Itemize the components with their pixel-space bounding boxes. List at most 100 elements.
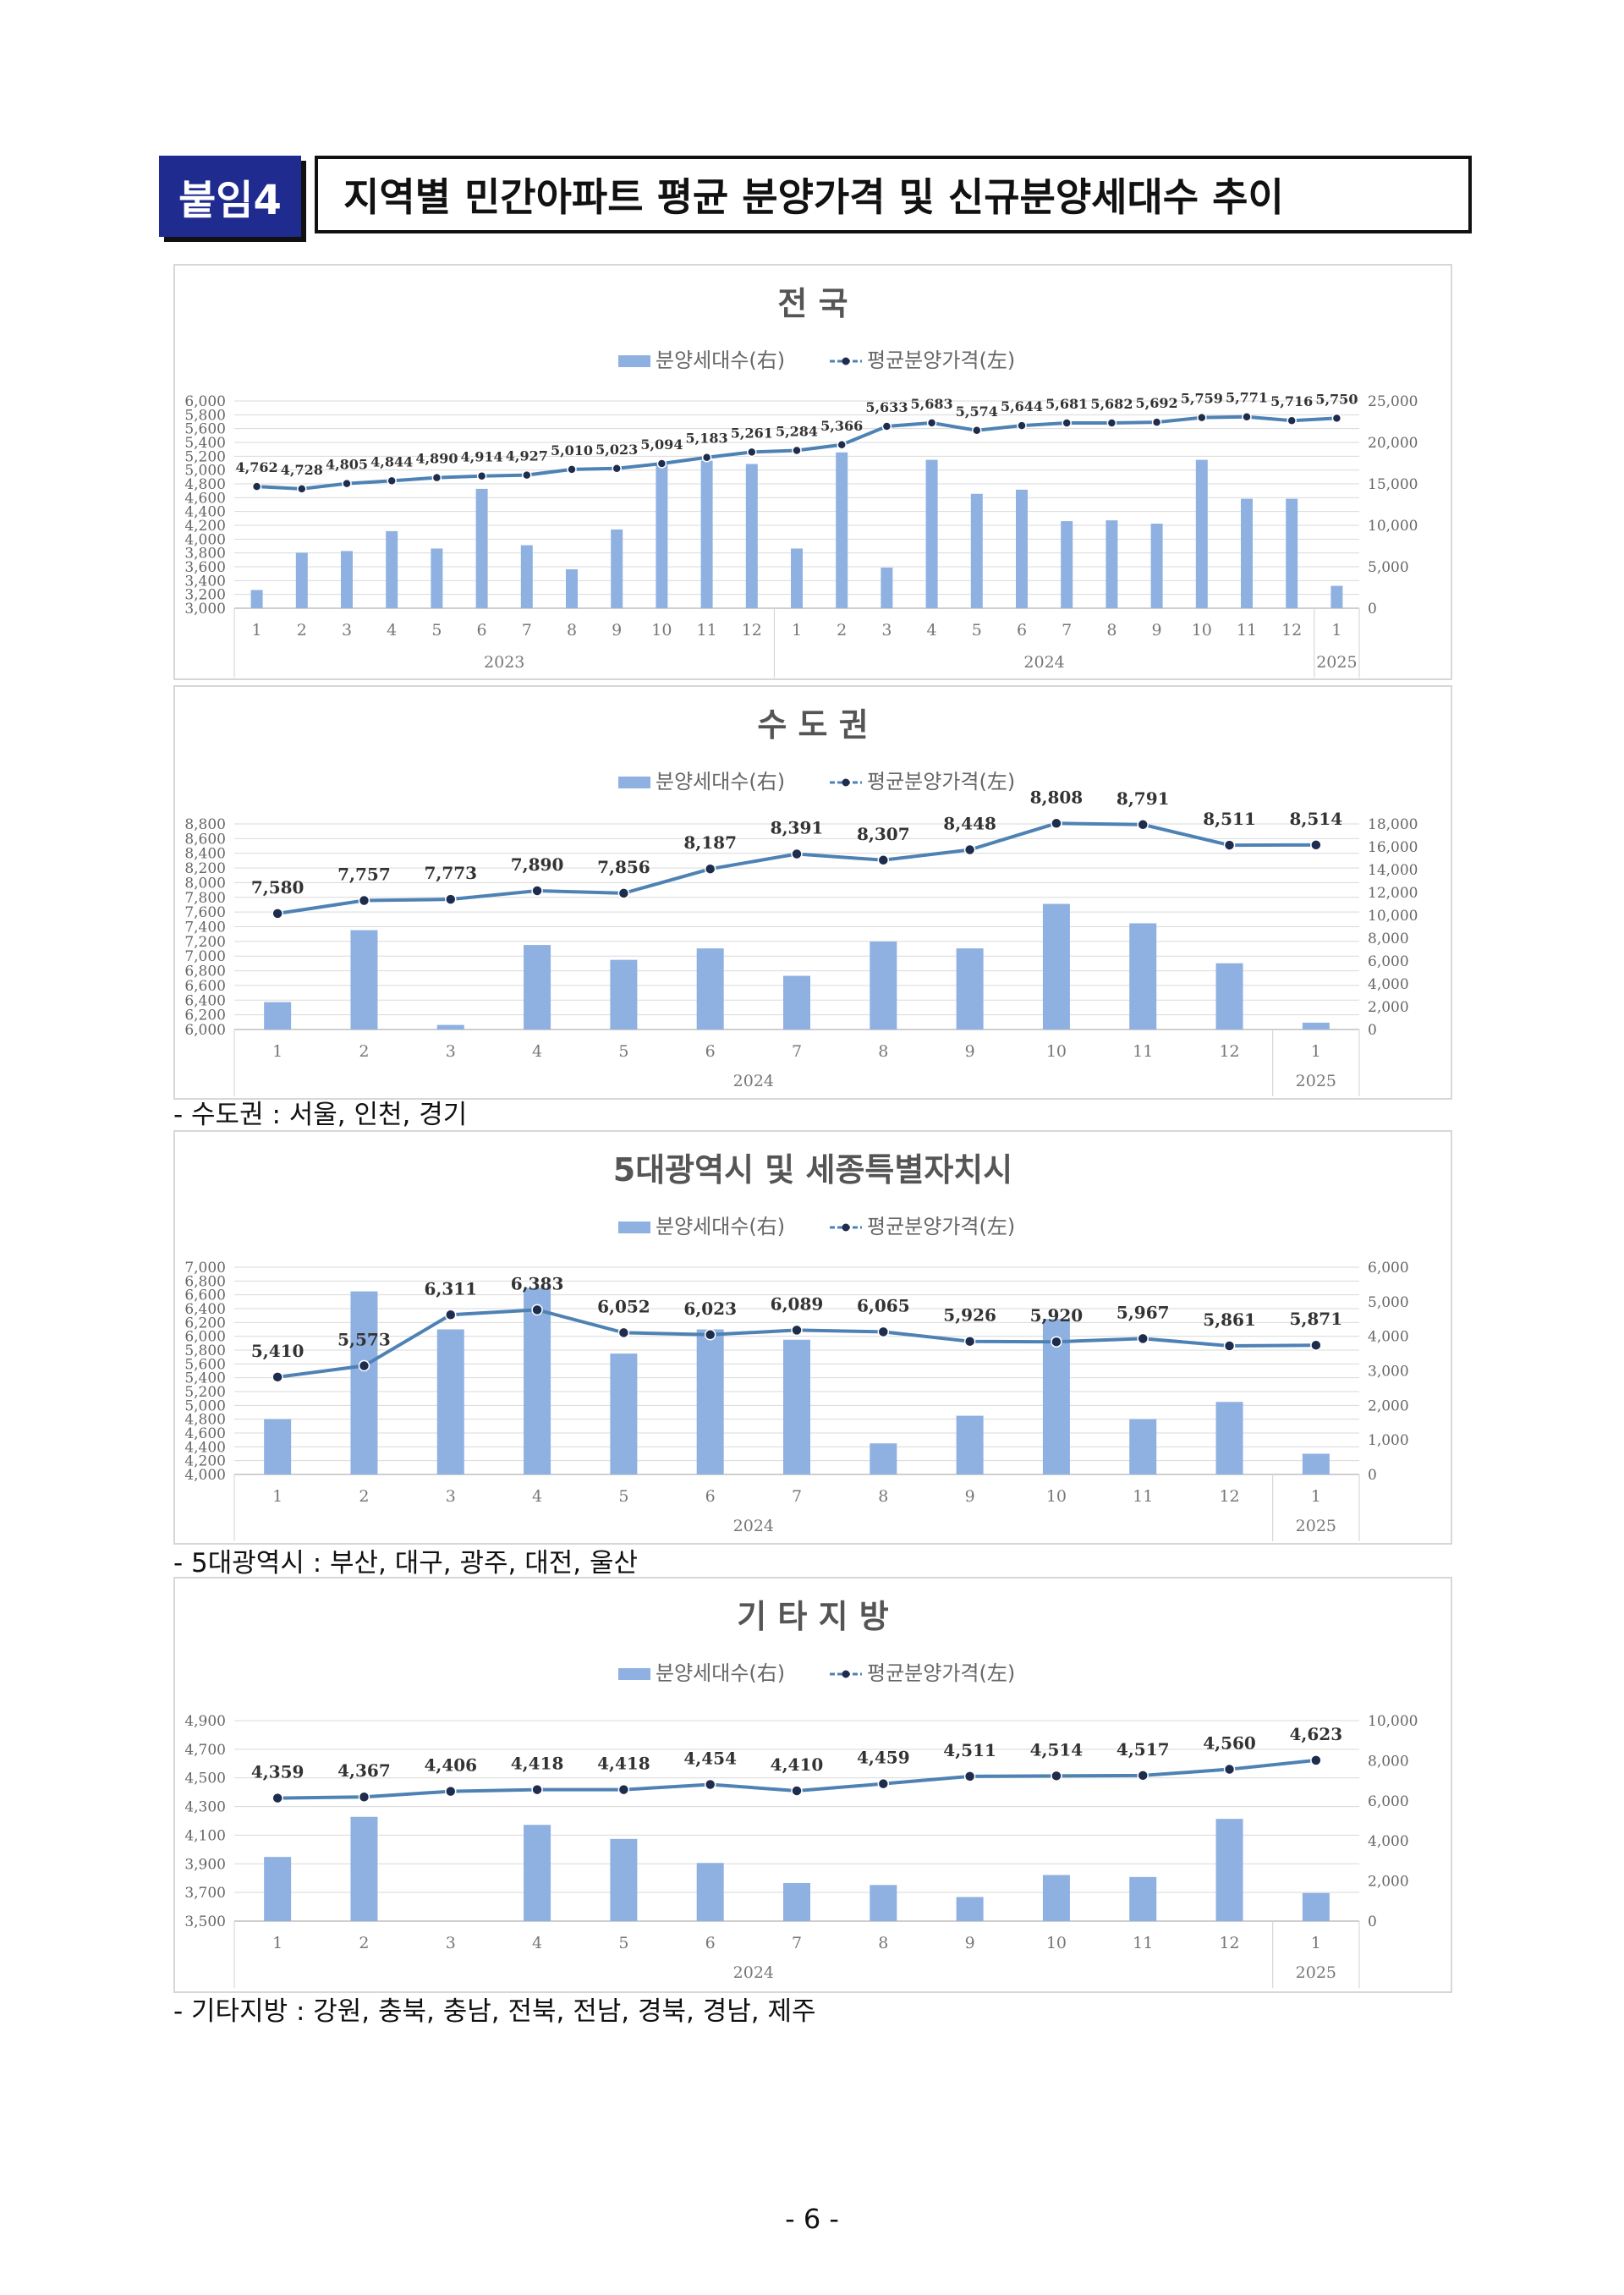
data-label: 5,010 [551, 442, 593, 458]
left-axis-tick: 8,200 [184, 860, 226, 877]
data-label: 4,454 [683, 1749, 737, 1769]
category-label: 1 [252, 621, 262, 640]
category-label: 1 [1311, 1042, 1321, 1061]
price-point [297, 484, 307, 494]
left-axis-tick: 7,800 [184, 890, 226, 907]
data-label: 5,926 [943, 1305, 996, 1326]
price-point [972, 426, 982, 436]
left-axis-tick: 6,000 [184, 1329, 226, 1346]
chart-legend: 분양세대수(右) 평균분양가격(左) [618, 770, 1015, 793]
category-label: 7 [792, 1487, 802, 1506]
left-axis-tick: 5,000 [184, 1397, 226, 1414]
bar [925, 459, 938, 608]
note-capital: - 수도권 : 서울, 인천, 경기 [173, 1100, 468, 1130]
left-axis-tick: 4,200 [184, 518, 226, 535]
left-axis-tick: 3,200 [184, 587, 226, 604]
legend-bar-swatch [618, 1222, 650, 1233]
bar [656, 462, 668, 608]
category-label: 12 [1219, 1487, 1239, 1506]
price-point [837, 440, 847, 450]
legend-line-label: 평균분양가격(左) [867, 1215, 1015, 1238]
bar [386, 530, 398, 608]
bar [431, 548, 443, 608]
left-axis-tick: 4,000 [184, 1467, 226, 1484]
right-axis-tick: 25,000 [1368, 393, 1418, 410]
chart-legend: 분양세대수(右) 평균분양가격(左) [618, 1215, 1015, 1238]
left-axis-tick: 8,000 [184, 875, 226, 892]
price-point [656, 458, 667, 469]
left-axis-tick: 3,500 [184, 1913, 226, 1930]
price-point [1017, 420, 1027, 431]
left-axis-tick: 8,800 [184, 816, 226, 833]
data-label: 4,514 [1030, 1739, 1084, 1760]
category-label: 6 [477, 621, 487, 640]
bar [250, 590, 263, 608]
legend-bar-label: 분양세대수(右) [656, 1215, 785, 1238]
data-label: 7,580 [251, 877, 304, 898]
year-label: 2023 [484, 653, 524, 672]
bar [783, 1339, 810, 1474]
category-label: 12 [742, 621, 762, 640]
bar [1241, 498, 1253, 608]
data-label: 5,094 [640, 436, 683, 453]
category-label: 5 [618, 1487, 628, 1506]
legend-bar-label: 분양세대수(右) [656, 349, 785, 372]
bar [610, 959, 638, 1029]
left-axis-tick: 8,600 [184, 831, 226, 848]
price-point [272, 908, 283, 920]
right-axis-tick: 14,000 [1368, 862, 1418, 879]
right-axis-tick: 10,000 [1368, 908, 1418, 925]
legend-bar-swatch [618, 1668, 650, 1680]
left-axis-tick: 5,600 [184, 421, 226, 438]
right-axis-tick: 12,000 [1368, 885, 1418, 902]
price-point [1137, 1770, 1149, 1782]
chart-title: 수 도 권 [757, 706, 868, 744]
bar [745, 464, 758, 608]
price-point [1137, 819, 1149, 831]
category-label: 1 [1311, 1487, 1321, 1506]
left-axis-tick: 4,200 [184, 1453, 226, 1470]
price-point [1310, 1339, 1322, 1351]
data-label: 4,406 [424, 1755, 477, 1776]
bar [1129, 1419, 1157, 1474]
price-point [1331, 413, 1342, 424]
price-point [445, 893, 457, 905]
category-label: 9 [612, 621, 622, 640]
left-axis-tick: 6,200 [184, 1007, 226, 1024]
left-axis-tick: 5,800 [184, 407, 226, 424]
right-axis-tick: 5,000 [1368, 1294, 1409, 1311]
chart-legend: 분양세대수(右) 평균분양가격(左) [618, 349, 1015, 372]
category-label: 1 [1311, 1934, 1321, 1952]
bar [1042, 903, 1070, 1029]
bar [1150, 524, 1163, 608]
price-point [1051, 817, 1062, 830]
price-point [791, 848, 803, 860]
price-point [522, 469, 532, 480]
bar [350, 1816, 378, 1921]
category-label: 5 [618, 1042, 628, 1061]
right-axis-tick: 10,000 [1368, 518, 1418, 535]
price-point [704, 1778, 716, 1791]
left-axis-tick: 6,400 [184, 1301, 226, 1318]
left-axis-tick: 4,400 [184, 504, 226, 521]
data-label: 8,307 [857, 824, 910, 844]
legend-bar-swatch [618, 777, 650, 788]
left-axis-tick: 3,600 [184, 559, 226, 576]
bar [1129, 923, 1157, 1029]
chart-panel-capital: 수 도 권 분양세대수(右) 평균분양가격(左) 6,000 6,200 6,400 6,6… [173, 685, 1452, 1100]
price-point [963, 843, 976, 856]
price-point [963, 1771, 976, 1782]
price-point [877, 1326, 890, 1338]
legend-bar-label: 분양세대수(右) [656, 770, 785, 793]
bar [475, 488, 488, 608]
right-axis-tick: 0 [1368, 1022, 1377, 1039]
legend-line-label: 평균분양가격(左) [867, 770, 1015, 793]
right-axis-tick: 0 [1368, 1467, 1377, 1484]
price-point [792, 445, 802, 456]
left-axis-tick: 4,900 [184, 1713, 226, 1730]
year-label: 2024 [733, 1963, 774, 1982]
legend-line-label: 평균분양가격(左) [867, 349, 1015, 372]
right-axis-tick: 2,000 [1368, 999, 1409, 1016]
left-axis-tick: 4,700 [184, 1742, 226, 1759]
